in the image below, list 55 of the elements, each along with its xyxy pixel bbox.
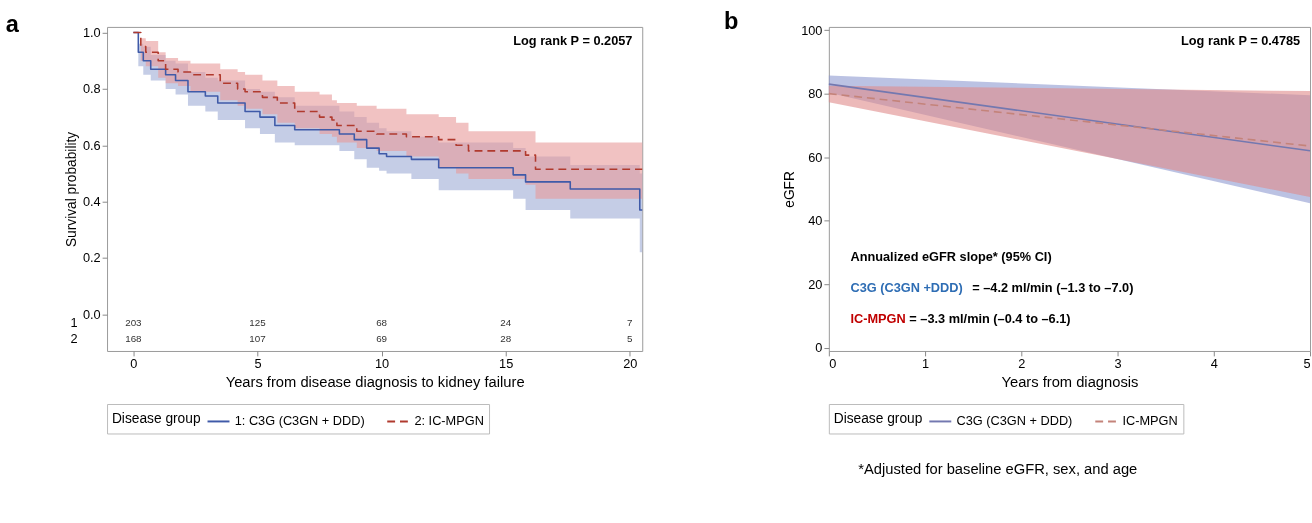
legend-label: 2: IC-MPGN — [414, 413, 484, 429]
y-tick-label: 0.2 — [82, 250, 101, 266]
annotation: 69 — [376, 333, 388, 345]
y-tick-label: 1.0 — [82, 24, 101, 40]
x-axis-title: Years from diagnosis — [1001, 373, 1139, 390]
annotation: Log rank P = 0.2057 — [513, 32, 633, 48]
annotation: = –4.2 ml/min (–1.3 to –7.0) — [972, 279, 1134, 295]
legend-label: IC-MPGN — [1122, 413, 1178, 429]
annotation: 24 — [500, 317, 512, 329]
y-tick-label: 0.4 — [82, 194, 101, 210]
x-tick-label: 5 — [254, 356, 262, 372]
x-tick-label: 0 — [829, 356, 837, 372]
legend-label: 1: C3G (C3GN + DDD) — [234, 413, 365, 429]
annotation: IC-MPGN — [850, 310, 906, 326]
x-tick-label: 5 — [1303, 356, 1311, 372]
annotation: Log rank P = 0.4785 — [1181, 32, 1301, 48]
x-tick-label: 15 — [499, 356, 514, 372]
annotation: 28 — [500, 333, 512, 345]
text: *Adjusted for baseline eGFR, sex, and age — [858, 460, 1138, 477]
y-tick-label: 40 — [808, 213, 823, 229]
y-tick-label: 80 — [808, 86, 823, 102]
y-tick-label: 0.0 — [82, 306, 101, 322]
y-tick-label: 0 — [815, 340, 823, 356]
annotation: 125 — [249, 317, 267, 329]
x-tick-label: 4 — [1210, 356, 1218, 372]
y-tick-label: 20 — [808, 276, 823, 292]
x-tick-label: 0 — [130, 356, 138, 372]
annotation: 203 — [125, 317, 143, 329]
annotation: 68 — [376, 317, 388, 329]
y-tick-label: 60 — [808, 149, 823, 165]
chart-title: a — [5, 10, 20, 37]
legend-label: C3G (C3GN + DDD) — [956, 413, 1073, 429]
y-axis-title: eGFR — [782, 171, 798, 208]
chart-title: b — [724, 8, 739, 35]
x-tick-label: 3 — [1114, 356, 1122, 372]
y-tick-label: 100 — [801, 22, 823, 38]
legend-title: Disease group — [833, 410, 923, 426]
text: 2 — [70, 331, 78, 347]
annotation: 7 — [627, 317, 633, 329]
text: 1 — [70, 315, 78, 331]
annotation: 168 — [125, 333, 143, 345]
y-tick-label: 0.6 — [82, 137, 101, 153]
legend-title: Disease group — [111, 410, 201, 426]
annotation: = –3.3 ml/min (–0.4 to –6.1) — [909, 310, 1071, 326]
annotation: 5 — [627, 333, 634, 345]
x-tick-label: 20 — [623, 356, 638, 372]
x-tick-label: 10 — [374, 356, 390, 372]
annotation: 107 — [249, 333, 266, 345]
x-axis-title: Years from disease diagnosis to kidney failure — [225, 373, 525, 390]
x-tick-label: 1 — [922, 356, 930, 372]
y-tick-label: 0.8 — [82, 81, 101, 97]
y-axis-title: Survival probability — [64, 131, 80, 248]
annotation: Annualized eGFR slope* (95% CI) — [850, 248, 1052, 264]
annotation: C3G (C3GN +DDD) — [850, 279, 963, 295]
x-tick-label: 2 — [1018, 356, 1026, 372]
